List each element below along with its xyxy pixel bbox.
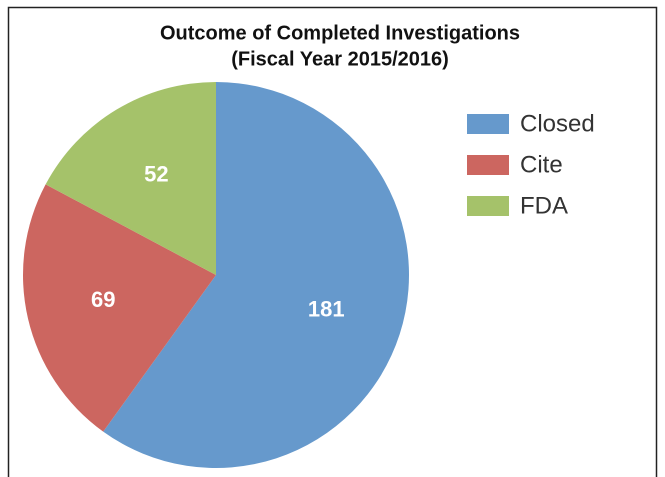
legend-swatch xyxy=(467,155,509,175)
pie-slice xyxy=(22,184,217,432)
pie-slice xyxy=(103,82,410,468)
legend-swatch xyxy=(467,196,509,216)
chart-subtitle: (Fiscal Year 2015/2016) xyxy=(231,48,449,70)
data-label: 181 xyxy=(308,296,345,321)
legend-label: FDA xyxy=(520,192,568,219)
data-label: 69 xyxy=(91,287,115,312)
chart-title: Outcome of Completed Investigations xyxy=(160,22,520,44)
legend-swatch xyxy=(467,114,509,134)
legend-label: Closed xyxy=(520,110,595,137)
data-label: 52 xyxy=(144,162,168,187)
pie-slice xyxy=(45,82,217,275)
legend-label: Cite xyxy=(520,151,563,178)
